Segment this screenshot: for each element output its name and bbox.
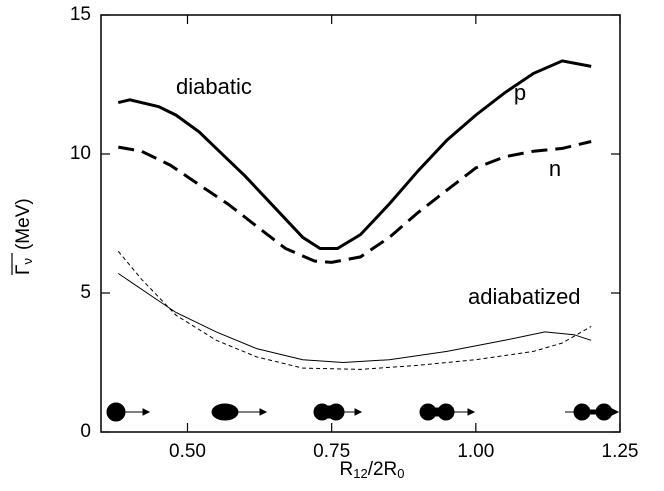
annotation: diabatic [176, 74, 252, 99]
series-line [118, 140, 592, 264]
y-axis-label: Γν(MeV) [11, 198, 35, 275]
y-tick-label: 10 [70, 143, 91, 164]
annotation: adiabatized [468, 284, 581, 309]
plot-frame [100, 14, 621, 433]
x-axis-label: R12/2R0 [339, 459, 404, 481]
y-label-text: Γν(MeV) [13, 198, 35, 275]
series-label: p [514, 80, 526, 105]
shape-icons [106, 402, 620, 422]
x-tick-label: 0.75 [313, 441, 350, 462]
series-line [118, 273, 592, 364]
y-tick-label: 15 [70, 4, 91, 25]
series-label: n [549, 156, 561, 181]
x-tick-label: 1.00 [457, 441, 494, 462]
series-line [117, 59, 592, 250]
series-line [117, 250, 592, 370]
x-tick-label: 0.50 [169, 441, 206, 462]
y-tick-label: 5 [80, 282, 91, 303]
y-tick-label: 0 [80, 421, 91, 442]
x-tick-label: 1.25 [602, 441, 639, 462]
